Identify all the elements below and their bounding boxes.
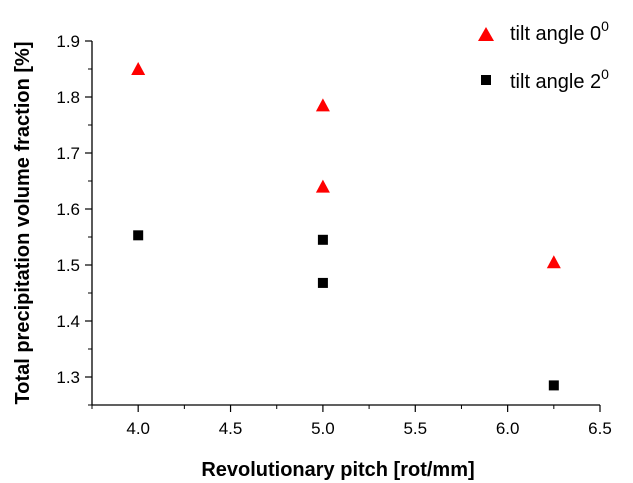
legend: tilt angle 00 tilt angle 20 <box>478 18 609 93</box>
y-axis-label: Total precipitation volume fraction [%] <box>12 42 34 405</box>
legend-label-tilt-2: tilt angle 2 <box>510 71 601 93</box>
svg-text:tilt angle 00: tilt angle 00 <box>510 18 609 45</box>
data-point-square <box>133 230 144 241</box>
data-point-triangle <box>315 179 330 193</box>
y-tick-label: 1.7 <box>56 144 80 163</box>
legend-entry-tilt-0: tilt angle 00 <box>478 18 609 45</box>
y-tick-label: 1.3 <box>56 368 80 387</box>
legend-superscript-tilt-2: 0 <box>601 66 609 82</box>
x-tick-label: 6.5 <box>588 419 612 438</box>
x-axis-label: Revolutionary pitch [rot/mm] <box>201 459 474 481</box>
data-point-square <box>317 277 328 288</box>
x-axis-ticks: 4.0 4.5 5.0 5.5 6.0 6.5 <box>91 405 612 438</box>
data-point-triangle <box>131 62 146 75</box>
y-axis-ticks: 1.3 1.4 1.5 1.6 1.7 1.8 1.9 <box>56 32 92 406</box>
data-point-triangle <box>315 98 330 112</box>
data-point-triangle <box>546 255 561 269</box>
x-tick-label: 4.0 <box>126 419 150 438</box>
legend-marker-square <box>481 75 491 85</box>
x-tick-label: 5.5 <box>403 419 427 438</box>
x-tick-label: 4.5 <box>219 419 243 438</box>
axes <box>91 41 600 406</box>
data-point-square <box>548 380 559 391</box>
svg-text:tilt angle 20: tilt angle 20 <box>510 66 609 93</box>
data-point-square <box>317 234 328 245</box>
y-tick-label: 1.9 <box>56 32 80 51</box>
y-tick-label: 1.6 <box>56 200 80 219</box>
legend-entry-tilt-2: tilt angle 20 <box>481 66 609 93</box>
data-points <box>131 62 561 391</box>
y-tick-label: 1.4 <box>56 312 80 331</box>
y-tick-label: 1.8 <box>56 88 80 107</box>
x-tick-label: 5.0 <box>311 419 335 438</box>
legend-superscript-tilt-0: 0 <box>601 18 609 34</box>
legend-label-tilt-0: tilt angle 0 <box>510 23 601 45</box>
legend-marker-triangle <box>478 27 494 41</box>
y-tick-label: 1.5 <box>56 256 80 275</box>
x-tick-label: 6.0 <box>496 419 520 438</box>
